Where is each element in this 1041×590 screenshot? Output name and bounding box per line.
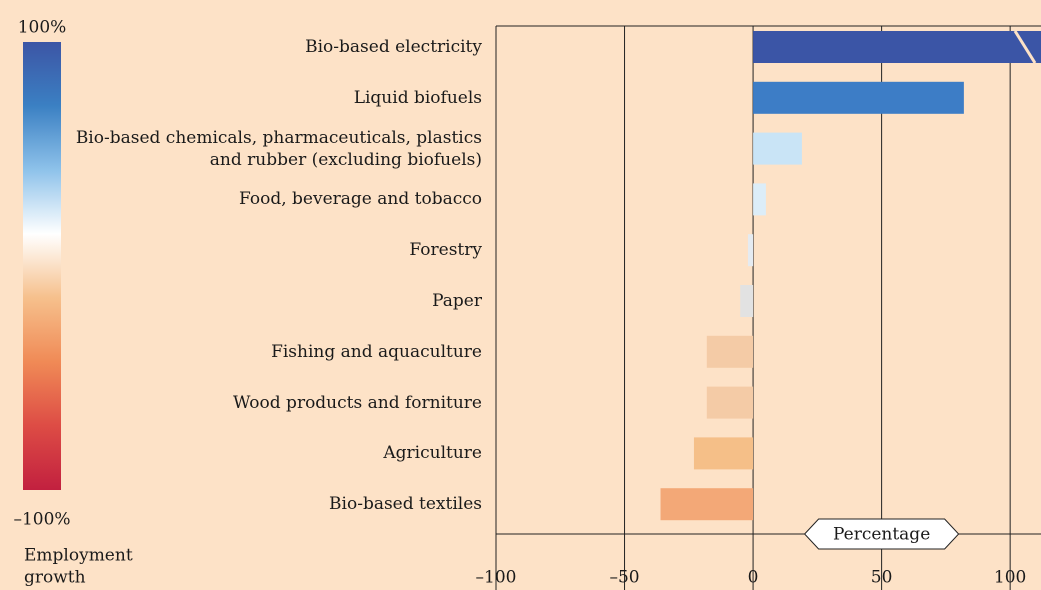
x-tick-label: 0 xyxy=(748,568,759,588)
category-label: Paper xyxy=(432,291,482,311)
category-label: Fishing and aquaculture xyxy=(271,341,482,362)
bar xyxy=(753,183,766,216)
colorbar-title: growth xyxy=(24,568,86,588)
category-label: Forestry xyxy=(409,240,482,261)
x-axis-label: Percentage xyxy=(833,525,930,545)
category-label: Bio-based electricity xyxy=(305,37,482,57)
category-label: Wood products and forniture xyxy=(232,392,482,413)
bar xyxy=(740,285,754,317)
x-tick-label: –100 xyxy=(476,568,517,588)
category-label: Food, beverage and tobacco xyxy=(239,189,482,210)
bar xyxy=(753,132,802,165)
x-tick-label: 50 xyxy=(871,568,893,588)
category-label: Agriculture xyxy=(383,443,482,464)
x-tick-label: –50 xyxy=(609,568,639,588)
category-label: Bio-based textiles xyxy=(329,494,482,515)
bar xyxy=(660,488,754,521)
category-label: Liquid biofuels xyxy=(353,87,482,108)
bar xyxy=(706,335,754,368)
bar xyxy=(753,81,964,114)
colorbar-min-label: –100% xyxy=(13,510,70,530)
x-tick-label: 100 xyxy=(994,568,1026,588)
axis-break xyxy=(1013,30,1037,64)
colorbar-title: Employment xyxy=(24,546,133,566)
bar xyxy=(693,437,754,470)
bars xyxy=(660,30,1041,521)
x-axis-label-box xyxy=(803,518,960,550)
colorbar xyxy=(23,42,61,490)
bar xyxy=(753,31,1041,63)
bar xyxy=(747,234,754,267)
category-label: Bio-based chemicals, pharmaceuticals, pl… xyxy=(75,127,482,170)
colorbar-max-label: 100% xyxy=(18,18,67,38)
bar xyxy=(706,386,754,419)
